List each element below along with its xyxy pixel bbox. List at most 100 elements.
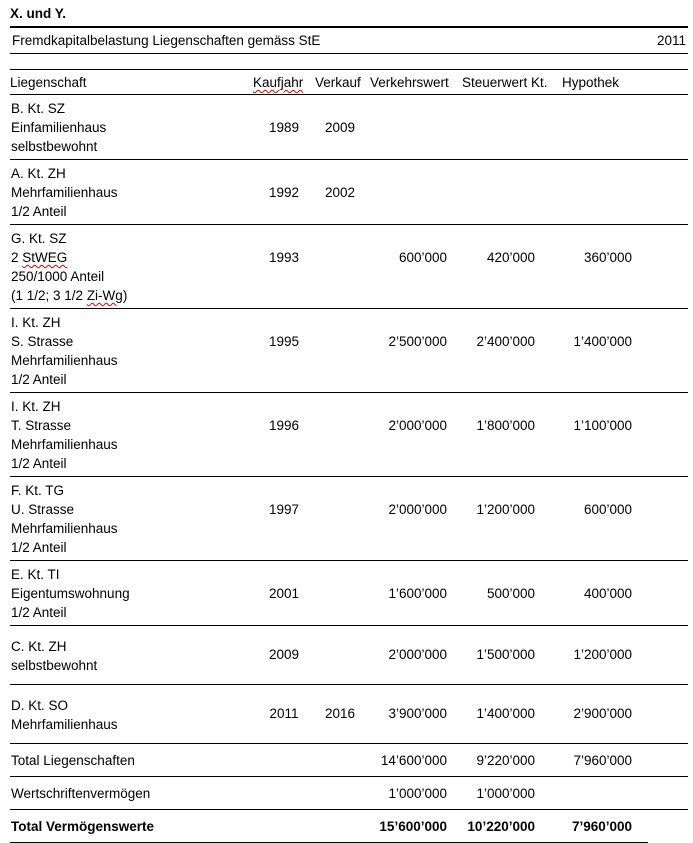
property-name-cell: G. Kt. SZ 2 StWEG 250/1000 Anteil (1 1/2… xyxy=(10,224,253,309)
steuerwert-value: 1’800’000 xyxy=(452,392,540,477)
property-line: 1/2 Anteil xyxy=(11,456,67,471)
table-header-row: Liegenschaft Kaufjahr Verkauf Verkehrswe… xyxy=(10,69,688,95)
kaufjahr-value: 1995 xyxy=(253,308,315,393)
col-header-filler xyxy=(642,69,688,95)
total-label: Total Vermögenswerte xyxy=(11,819,155,834)
property-line: E. Kt. TI xyxy=(11,567,60,582)
filler-cell xyxy=(642,94,688,160)
filler-cell xyxy=(642,476,688,561)
empty-cell xyxy=(253,776,315,810)
verkauf-value xyxy=(315,224,365,309)
property-name-cell: E. Kt. TI Eigentumswohnung 1/2 Anteil xyxy=(10,560,253,626)
property-name-cell: A. Kt. ZH Mehrfamilienhaus 1/2 Anteil xyxy=(10,159,253,225)
subtitle-bar: Fremdkapitalbelastung Liegenschaften gem… xyxy=(10,28,688,54)
hypothek-value: 600’000 xyxy=(540,476,642,561)
property-line: selbstbewohnt xyxy=(11,658,98,673)
steuerwert-value: 420’000 xyxy=(452,224,540,309)
total-vermoegenswerte-row: Total Vermögenswerte 15’600’000 10’220’0… xyxy=(10,810,688,843)
verkehrswert-total: 15’600’000 xyxy=(379,819,447,834)
verkauf-value xyxy=(315,560,365,626)
steuerwert-value xyxy=(452,159,540,225)
filler-cell xyxy=(642,684,688,744)
verkauf-value xyxy=(315,392,365,477)
empty-cell xyxy=(253,743,315,777)
property-line: A. Kt. ZH xyxy=(11,166,66,181)
hypothek-value: 2’900’000 xyxy=(540,684,642,744)
table-row: A. Kt. ZH Mehrfamilienhaus 1/2 Anteil 19… xyxy=(10,159,688,225)
property-line: selbstbewohnt xyxy=(11,139,98,154)
table-row: B. Kt. SZ Einfamilienhaus selbstbewohnt … xyxy=(10,94,688,160)
year-label: 2011 xyxy=(656,33,686,48)
misspelled-word: Zi-Wg xyxy=(86,288,123,303)
filler-cell xyxy=(642,810,688,843)
verkehrswert-value xyxy=(365,159,452,225)
steuerwert-total: 10’220’000 xyxy=(467,819,535,834)
property-line: Einfamilienhaus xyxy=(11,120,107,135)
property-line: B. Kt. SZ xyxy=(11,101,66,116)
property-line: 1/2 Anteil xyxy=(11,605,67,620)
property-line: Mehrfamilienhaus xyxy=(11,353,118,368)
verkehrswert-total: 14’600’000 xyxy=(365,743,452,777)
total-liegenschaften-row: Total Liegenschaften 14’600’000 9’220’00… xyxy=(10,743,688,777)
verkehrswert-value: 2’500’000 xyxy=(365,308,452,393)
kaufjahr-value: 2011 xyxy=(253,684,315,744)
kaufjahr-value: 2001 xyxy=(253,560,315,626)
property-line: (1 1/2; 3 1/2 Zi-Wg) xyxy=(11,286,253,305)
col-header-hypothek: Hypothek xyxy=(540,69,642,95)
hypothek-value: 1’100’000 xyxy=(540,392,642,477)
col-header-liegenschaft: Liegenschaft xyxy=(10,69,253,95)
table-row: D. Kt. SO Mehrfamilienhaus 2011 2016 3’9… xyxy=(10,684,688,744)
property-name-cell: F. Kt. TG U. Strasse Mehrfamilienhaus 1/… xyxy=(10,476,253,561)
table-row: F. Kt. TG U. Strasse Mehrfamilienhaus 1/… xyxy=(10,476,688,561)
filler-cell xyxy=(642,625,688,685)
property-line: 1/2 Anteil xyxy=(11,372,67,387)
filler-cell xyxy=(642,776,688,810)
total-label: Total Liegenschaften xyxy=(10,743,253,777)
filler-cell xyxy=(642,159,688,225)
empty-cell xyxy=(315,743,365,777)
property-name-cell: I. Kt. ZH T. Strasse Mehrfamilienhaus 1/… xyxy=(10,392,253,477)
empty-cell xyxy=(253,810,315,843)
kaufjahr-value: 1997 xyxy=(253,476,315,561)
property-name-cell: D. Kt. SO Mehrfamilienhaus xyxy=(10,684,253,744)
col-header-kaufjahr: Kaufjahr xyxy=(253,69,315,95)
text-part: (1 1/2; 3 1/2 xyxy=(11,288,87,303)
verkehrswert-value: 2’000’000 xyxy=(365,392,452,477)
kaufjahr-value: 1996 xyxy=(253,392,315,477)
hypothek-value: 1’200’000 xyxy=(540,625,642,685)
property-name-cell: C. Kt. ZH selbstbewohnt xyxy=(10,625,253,685)
steuerwert-value: 2’400’000 xyxy=(452,308,540,393)
verkauf-value xyxy=(315,625,365,685)
verkehrswert-value: 2’000’000 xyxy=(365,476,452,561)
property-line: S. Strasse xyxy=(11,334,74,349)
empty-cell xyxy=(315,810,365,843)
steuerwert-total: 1’000’000 xyxy=(452,776,540,810)
property-line: D. Kt. SO xyxy=(11,698,69,713)
steuerwert-value: 500’000 xyxy=(452,560,540,626)
table-row: G. Kt. SZ 2 StWEG 250/1000 Anteil (1 1/2… xyxy=(10,224,688,309)
property-line: T. Strasse xyxy=(11,418,72,433)
filler-cell xyxy=(642,224,688,309)
verkauf-value xyxy=(315,308,365,393)
hypothek-total: 7’960’000 xyxy=(571,819,632,834)
verkehrswert-value: 1’600’000 xyxy=(365,560,452,626)
table-row: C. Kt. ZH selbstbewohnt 2009 2’000’000 1… xyxy=(10,625,688,685)
text-part: ) xyxy=(122,288,128,303)
hypothek-value xyxy=(540,94,642,160)
property-line: Mehrfamilienhaus xyxy=(11,437,118,452)
property-name-cell: B. Kt. SZ Einfamilienhaus selbstbewohnt xyxy=(10,94,253,160)
subtitle: Fremdkapitalbelastung Liegenschaften gem… xyxy=(12,33,321,48)
property-line: 1/2 Anteil xyxy=(11,540,67,555)
verkehrswert-value: 600’000 xyxy=(365,224,452,309)
table-row: E. Kt. TI Eigentumswohnung 1/2 Anteil 20… xyxy=(10,560,688,626)
verkauf-value: 2016 xyxy=(315,684,365,744)
empty-cell xyxy=(315,776,365,810)
filler-cell xyxy=(642,308,688,393)
text-part: 2 xyxy=(11,250,23,265)
verkauf-value xyxy=(315,476,365,561)
property-line: C. Kt. ZH xyxy=(11,639,67,654)
hypothek-value: 1’400’000 xyxy=(540,308,642,393)
property-line: 1/2 Anteil xyxy=(11,204,67,219)
table-row: I. Kt. ZH T. Strasse Mehrfamilienhaus 1/… xyxy=(10,392,688,477)
